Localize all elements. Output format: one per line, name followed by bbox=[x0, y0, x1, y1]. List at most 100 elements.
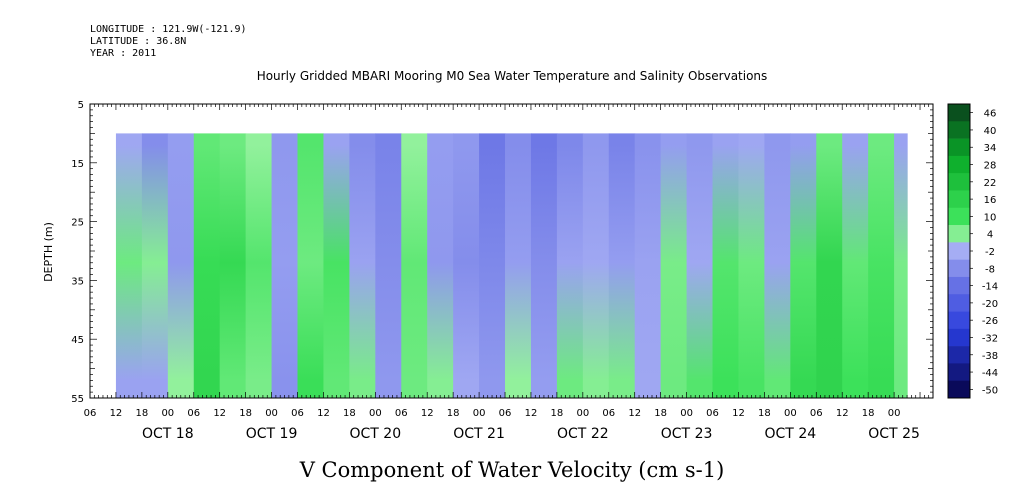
x-tick-label: 12 bbox=[317, 408, 330, 419]
x-date-label: OCT 19 bbox=[246, 426, 298, 442]
x-tick-label: 00 bbox=[888, 408, 901, 419]
x-tick-label: 06 bbox=[84, 408, 97, 419]
colorbar-cell bbox=[948, 276, 970, 295]
x-tick-label: 00 bbox=[473, 408, 486, 419]
x-tick-label: 18 bbox=[654, 408, 667, 419]
colorbar-cell bbox=[948, 207, 970, 226]
heatmap-band bbox=[167, 133, 195, 398]
y-tick-label: 5 bbox=[78, 100, 84, 111]
x-axis-label: V Component of Water Velocity (cm s-1) bbox=[299, 458, 725, 482]
x-tick-label: 12 bbox=[525, 408, 538, 419]
heatmap-band bbox=[608, 133, 636, 398]
heatmap-band bbox=[505, 133, 532, 398]
colorbar-label: 40 bbox=[984, 126, 997, 137]
colorbar-label: 34 bbox=[984, 143, 997, 154]
y-tick-label: 35 bbox=[71, 276, 84, 287]
x-tick-label: 18 bbox=[239, 408, 252, 419]
x-date-label: OCT 18 bbox=[142, 426, 194, 442]
x-tick-label: 00 bbox=[161, 408, 174, 419]
x-tick-label: 00 bbox=[680, 408, 693, 419]
x-date-label: OCT 22 bbox=[557, 426, 609, 442]
x-date-label: OCT 25 bbox=[868, 426, 920, 442]
colorbar-label: 46 bbox=[984, 109, 997, 120]
colorbar-label: -8 bbox=[985, 264, 995, 275]
colorbar-label: -20 bbox=[982, 299, 998, 310]
colorbar-cell bbox=[948, 311, 970, 330]
x-tick-label: 12 bbox=[421, 408, 434, 419]
heatmap-band bbox=[894, 133, 908, 398]
colorbar-cell bbox=[948, 138, 970, 157]
colorbar: 46 40 34 28 22 16 10 4 -2 -8 -14 -20 -26 -32 -38 -44 -50 bbox=[947, 103, 998, 399]
x-date-label: OCT 21 bbox=[453, 426, 505, 442]
axes-layer: 06 12 18 00 06 12 18 00 06 12 18 00 06 12 18 00 06 12 18 00… bbox=[71, 100, 934, 442]
colorbar-cell bbox=[948, 242, 970, 260]
colorbar-cell bbox=[948, 363, 970, 382]
heatmap-band bbox=[556, 133, 584, 398]
colorbar-label: -38 bbox=[982, 351, 998, 362]
x-tick-label: 12 bbox=[213, 408, 226, 419]
colorbar-cell bbox=[948, 294, 970, 312]
x-date-label: OCT 20 bbox=[350, 426, 402, 442]
longitude-label: LONGITUDE : 121.9W(-121.9) bbox=[90, 24, 247, 35]
y-tick-label: 25 bbox=[71, 218, 84, 229]
x-tick-label: 18 bbox=[447, 408, 460, 419]
x-tick-label: 12 bbox=[836, 408, 849, 419]
heatmap-band bbox=[401, 133, 428, 398]
colorbar-label: -14 bbox=[982, 282, 998, 293]
colorbar-label: -26 bbox=[982, 316, 998, 327]
colorbar-cell bbox=[948, 346, 970, 364]
heatmap-band bbox=[271, 133, 299, 398]
x-tick-label: 00 bbox=[369, 408, 382, 419]
colorbar-cell bbox=[948, 380, 970, 399]
heatmap-band bbox=[790, 133, 817, 398]
x-tick-label: 00 bbox=[576, 408, 589, 419]
heatmap-band bbox=[868, 133, 895, 398]
heatmap-band bbox=[323, 133, 350, 398]
x-tick-label: 18 bbox=[551, 408, 564, 419]
colorbar-label: 4 bbox=[987, 230, 993, 241]
heatmap-band bbox=[219, 133, 247, 398]
colorbar-cell bbox=[948, 190, 970, 209]
heatmap-band bbox=[245, 133, 273, 398]
heatmap-band bbox=[634, 133, 662, 398]
heatmap-band bbox=[738, 133, 765, 398]
x-tick-label: 18 bbox=[136, 408, 149, 419]
x-date-label: OCT 24 bbox=[765, 426, 817, 442]
heatmap-layer bbox=[115, 133, 908, 398]
x-tick-label: 06 bbox=[602, 408, 615, 419]
heatmap-band bbox=[297, 133, 325, 398]
x-date-label: OCT 23 bbox=[661, 426, 713, 442]
heatmap-band bbox=[582, 133, 610, 398]
colorbar-label: -50 bbox=[982, 385, 998, 396]
x-tick-label: 06 bbox=[187, 408, 200, 419]
x-tick-label: 12 bbox=[110, 408, 123, 419]
colorbar-label: 10 bbox=[984, 212, 997, 223]
x-tick-label: 18 bbox=[758, 408, 771, 419]
y-axis-label: DEPTH (m) bbox=[42, 222, 55, 282]
colorbar-cell bbox=[948, 225, 970, 243]
heatmap-band bbox=[193, 133, 221, 398]
heatmap-band bbox=[115, 133, 143, 398]
y-tick-label: 55 bbox=[71, 394, 84, 405]
y-tick-label: 45 bbox=[71, 335, 84, 346]
x-tick-label: 00 bbox=[784, 408, 797, 419]
x-tick-label: 18 bbox=[862, 408, 875, 419]
colorbar-label: 16 bbox=[984, 195, 997, 206]
x-tick-label: 12 bbox=[732, 408, 745, 419]
colorbar-label: 28 bbox=[984, 161, 997, 172]
colorbar-label: 22 bbox=[984, 178, 997, 189]
colorbar-label: -2 bbox=[985, 247, 995, 258]
latitude-label: LATITUDE : 36.8N bbox=[90, 36, 187, 47]
colorbar-cell bbox=[948, 121, 970, 139]
heatmap-band bbox=[816, 133, 843, 398]
x-tick-label: 06 bbox=[499, 408, 512, 419]
heatmap-band bbox=[375, 133, 402, 398]
x-tick-label: 00 bbox=[265, 408, 278, 419]
heatmap-band bbox=[427, 133, 454, 398]
colorbar-label: -32 bbox=[982, 333, 998, 344]
heatmap-band bbox=[842, 133, 869, 398]
x-tick-label: 06 bbox=[291, 408, 304, 419]
heatmap-band bbox=[764, 133, 791, 398]
